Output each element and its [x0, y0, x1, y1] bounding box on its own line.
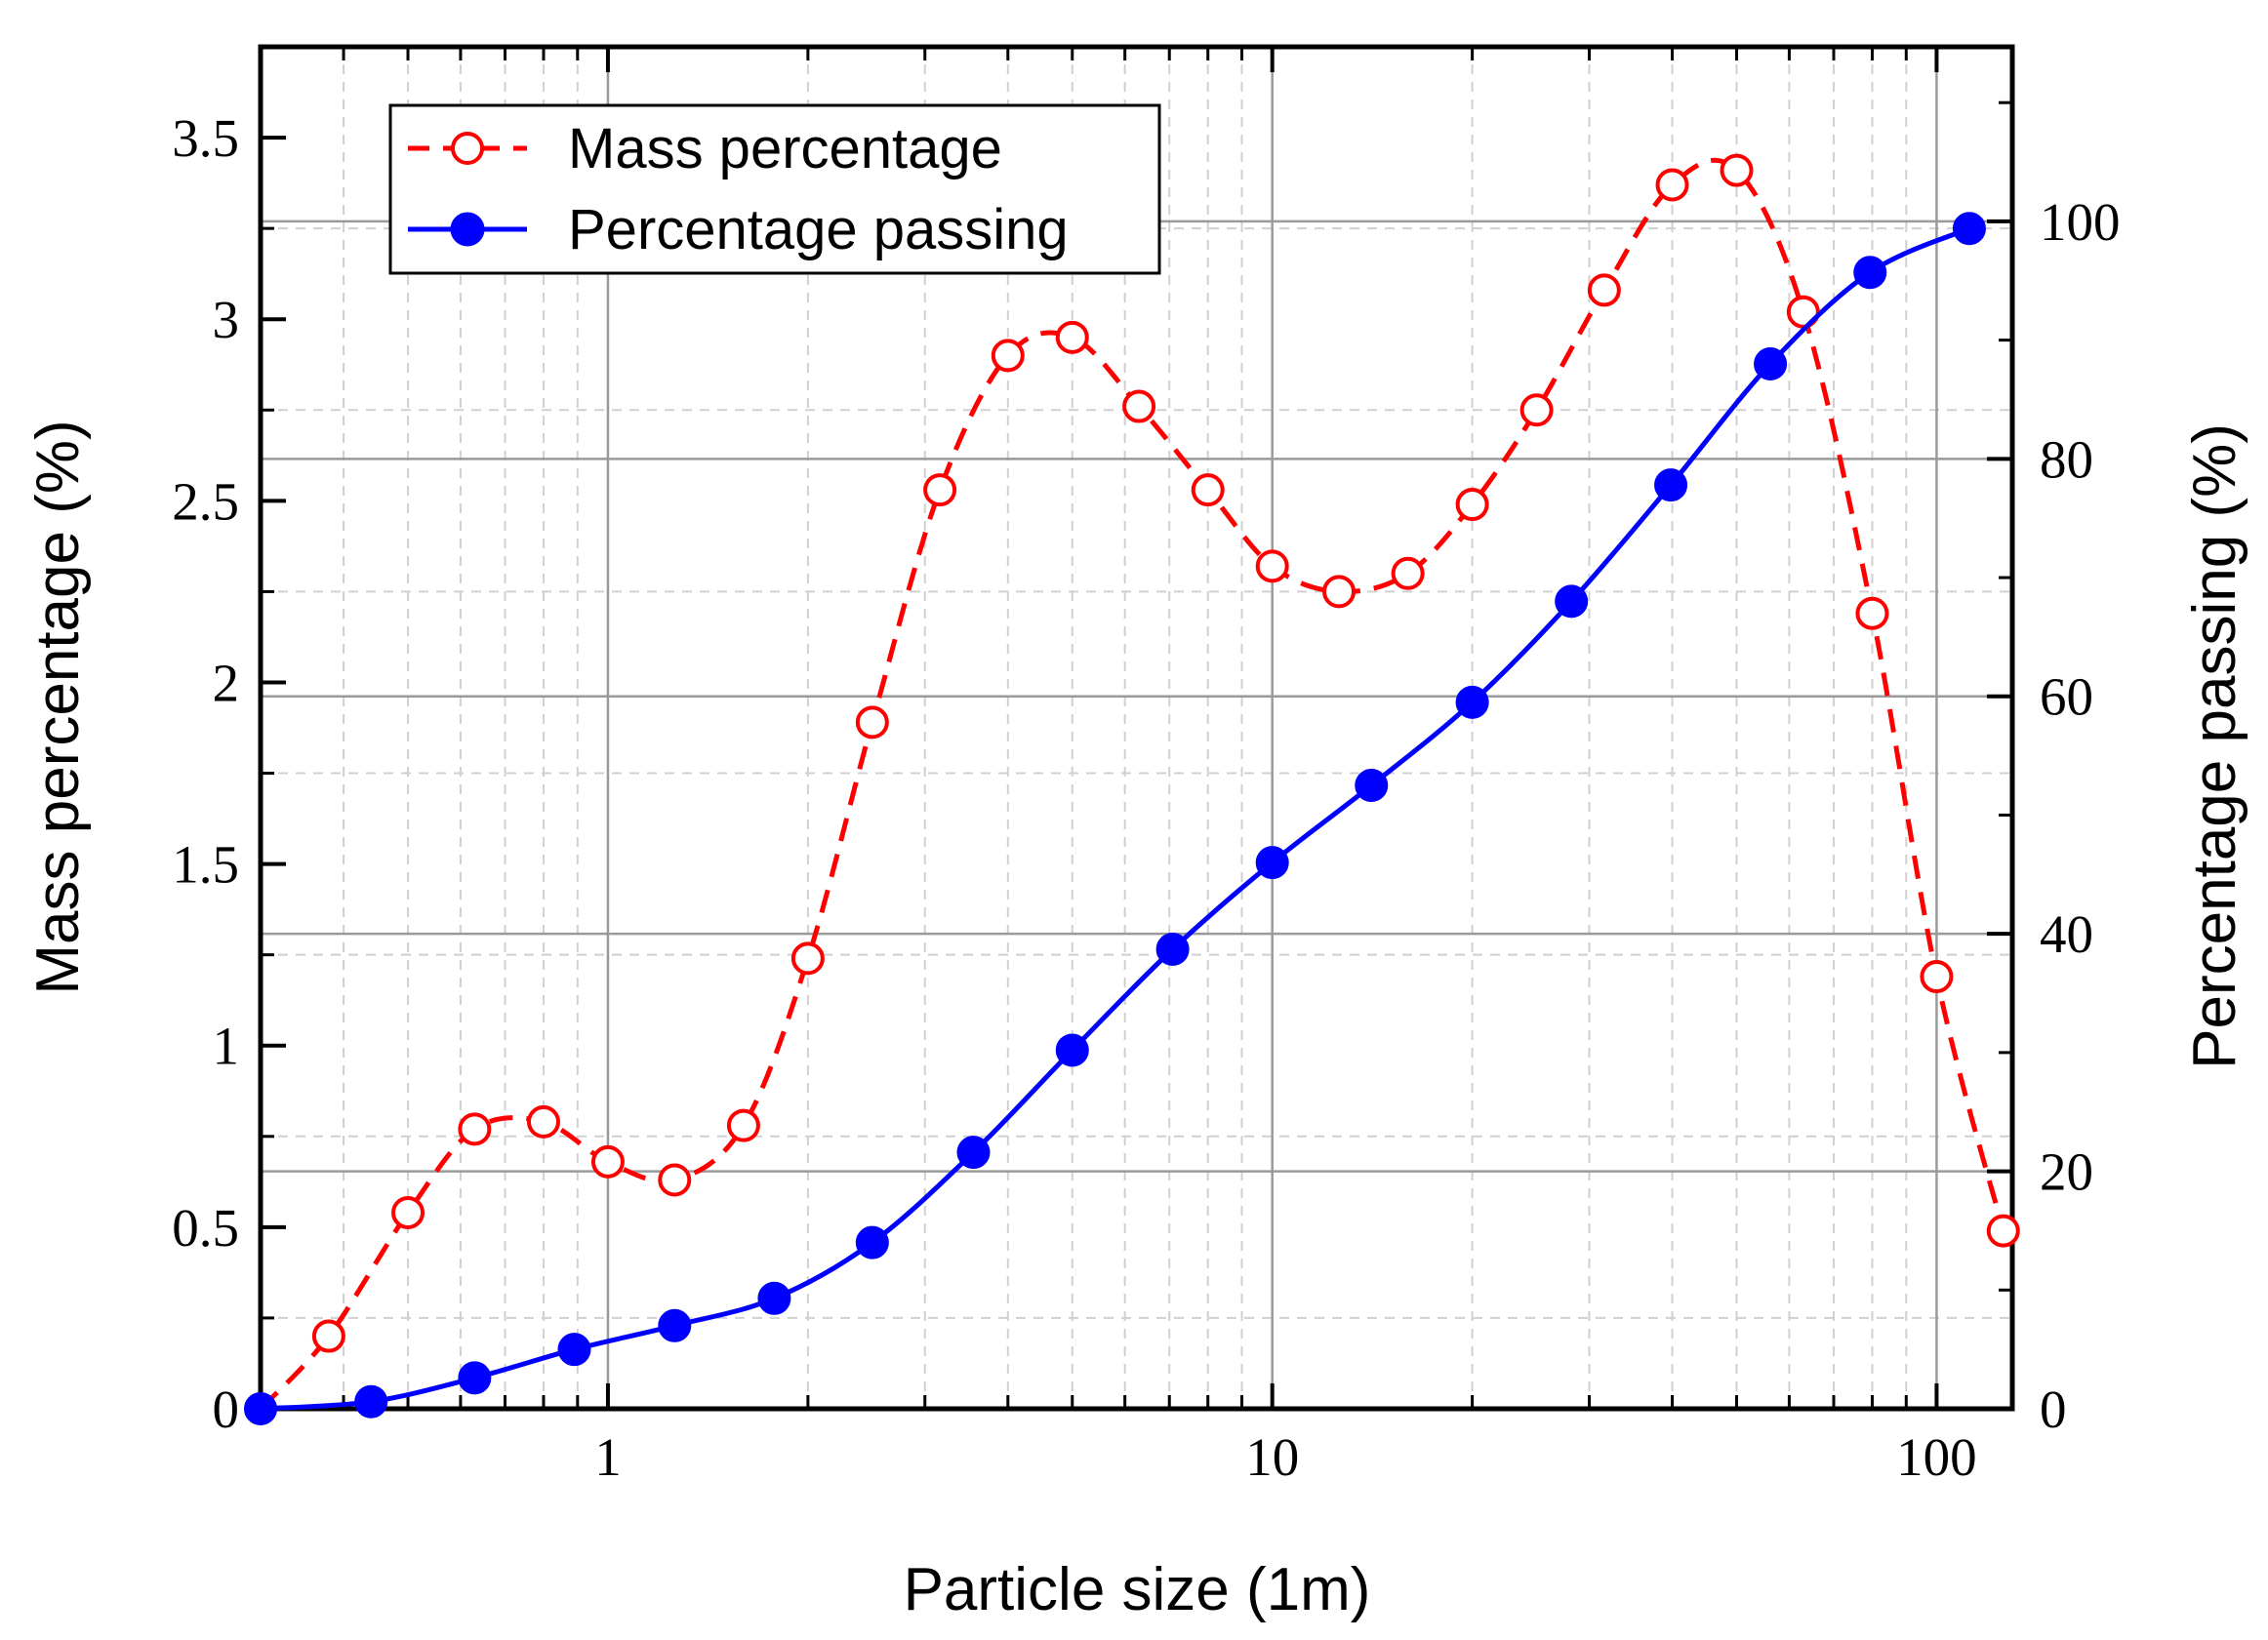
mass-percentage-series — [259, 153, 2020, 1411]
mass-percentage-point — [391, 1195, 425, 1229]
right-tick-label: 0 — [2040, 1380, 2067, 1439]
mass-percentage-point — [991, 339, 1025, 373]
x-tick-label: 10 — [1245, 1427, 1299, 1487]
percentage-passing-point — [1555, 584, 1589, 619]
x-tick-label: 100 — [1896, 1427, 1977, 1487]
mass-percentage-point — [311, 1319, 345, 1353]
percentage-passing-point — [1455, 685, 1489, 719]
mass-percentage-point — [1391, 556, 1425, 590]
mass-percentage-point — [458, 1112, 492, 1146]
mass-percentage-point — [1322, 575, 1357, 609]
x-axis-title: Particle size (1m) — [904, 1556, 1371, 1623]
left-tick-label: 3 — [213, 290, 240, 349]
percentage-passing-point — [658, 1308, 692, 1342]
mass-percentage-point — [526, 1104, 560, 1139]
percentage-passing-point — [1654, 468, 1688, 502]
legend-mass-marker — [451, 132, 484, 165]
percentage-passing-point — [458, 1361, 492, 1395]
mass-percentage-point — [1255, 549, 1289, 583]
mass-percentage-point — [923, 473, 957, 507]
percentage-passing-point — [855, 1225, 889, 1260]
left-tick-label: 2.5 — [172, 471, 239, 531]
legend-mass-label: Mass percentage — [568, 117, 1002, 180]
mass-percentage-point — [726, 1108, 760, 1142]
mass-percentage-point — [590, 1144, 625, 1179]
left-tick-label: 1.5 — [172, 835, 239, 895]
mass-percentage-point — [1986, 1214, 2020, 1248]
percentage-passing-point — [1754, 346, 1788, 380]
mass-percentage-point — [790, 941, 825, 976]
left-tick-label: 1 — [213, 1017, 240, 1076]
right-tick-label: 20 — [2040, 1142, 2093, 1202]
mass-percentage-point — [855, 705, 889, 740]
percentage-passing-point — [354, 1384, 388, 1419]
right-tick-label: 60 — [2040, 667, 2093, 727]
mass-percentage-point — [1587, 273, 1621, 307]
minor-gridlines — [261, 47, 2012, 1409]
legend-passing-marker — [450, 212, 485, 247]
percentage-passing-point — [1952, 212, 1986, 246]
x-tick-label: 1 — [594, 1427, 622, 1487]
right-tick-label: 100 — [2040, 192, 2121, 252]
legend: Mass percentage Percentage passing — [388, 103, 1161, 275]
right-tick-label: 80 — [2040, 429, 2093, 489]
left-tick-label: 3.5 — [172, 108, 239, 168]
percentage-passing-series — [244, 212, 1986, 1425]
legend-passing-label: Percentage passing — [568, 198, 1069, 261]
percentage-passing-point — [956, 1136, 991, 1170]
mass-percentage-point — [1122, 389, 1156, 423]
percentage-passing-point — [1853, 256, 1887, 290]
left-tick-label: 2 — [213, 653, 240, 712]
percentage-passing-point — [1255, 846, 1289, 880]
mass-percentage-point — [1455, 488, 1489, 522]
percentage-passing-point — [557, 1333, 591, 1367]
left-tick-label: 0 — [213, 1380, 240, 1439]
mass-percentage-point — [1720, 153, 1754, 187]
right-tick-label: 40 — [2040, 904, 2093, 964]
mass-percentage-point — [1855, 596, 1889, 630]
mass-percentage-point — [1655, 168, 1689, 202]
legend-box — [388, 103, 1161, 275]
mass-percentage-point — [1920, 960, 1954, 994]
plot-frame — [258, 44, 2015, 1412]
mass-percentage-point — [1191, 473, 1225, 507]
mass-percentage-point — [658, 1163, 692, 1197]
left-axis-title: Mass percentage (%) — [24, 420, 92, 994]
percentage-passing-point — [1055, 1033, 1089, 1067]
percentage-passing-point — [757, 1281, 791, 1315]
right-axis-title: Percentage passing (%) — [2181, 423, 2248, 1069]
tick-labels: 1 10 100 0 20 40 60 80 100 0 0.5 1 1.5 2 2.5 3 3.5 — [172, 108, 2120, 1487]
percentage-passing-point — [1155, 932, 1190, 966]
mass-percentage-point — [1055, 320, 1089, 354]
mass-percentage-point — [1519, 393, 1554, 427]
percentage-passing-point — [1355, 769, 1389, 803]
left-tick-label: 0.5 — [172, 1198, 239, 1258]
percentage-passing-point — [244, 1392, 277, 1425]
